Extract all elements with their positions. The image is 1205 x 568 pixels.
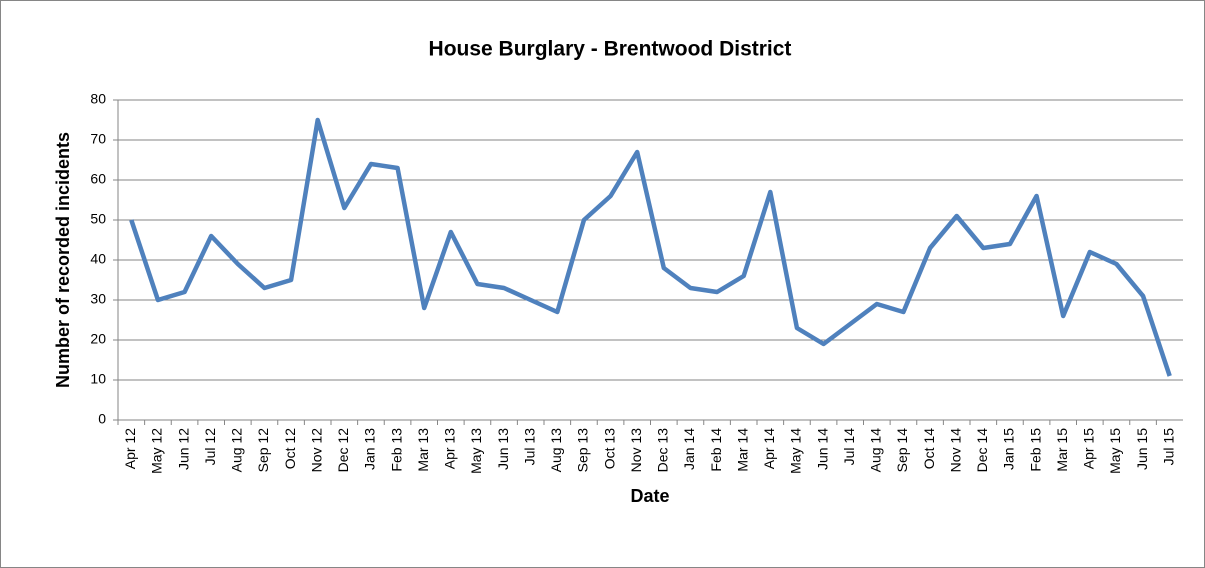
x-tick-label: May 14 bbox=[788, 428, 804, 474]
x-tick-label: May 15 bbox=[1107, 428, 1123, 474]
data-line bbox=[129, 117, 1172, 377]
y-tick-label: 30 bbox=[90, 291, 106, 307]
x-tick-label: Sep 14 bbox=[894, 428, 910, 473]
x-tick-label: Nov 14 bbox=[947, 428, 963, 473]
x-tick-label: Apr 13 bbox=[442, 428, 458, 469]
x-tick-label: Jul 14 bbox=[841, 428, 857, 466]
x-tick-label: Feb 14 bbox=[708, 428, 724, 472]
x-tick-label: Oct 13 bbox=[601, 428, 617, 469]
x-tick-label: Oct 12 bbox=[282, 428, 298, 469]
x-tick-label: Apr 12 bbox=[122, 428, 138, 469]
x-tick-label: Aug 12 bbox=[229, 428, 245, 473]
y-axis-label: Number of recorded incidents bbox=[53, 132, 73, 388]
x-tick-label: Mar 15 bbox=[1054, 428, 1070, 472]
x-tick-label: Apr 15 bbox=[1081, 428, 1097, 469]
x-tick-label: Nov 13 bbox=[628, 428, 644, 473]
x-tick-label: Dec 14 bbox=[974, 428, 990, 473]
x-tick-label: Sep 12 bbox=[255, 428, 271, 473]
y-tick-label: 10 bbox=[90, 371, 106, 387]
x-tick-label: Feb 13 bbox=[388, 428, 404, 472]
x-tick-label: Mar 13 bbox=[415, 428, 431, 472]
x-tick-label: Apr 14 bbox=[761, 428, 777, 469]
y-tick-label: 70 bbox=[90, 131, 106, 147]
x-tick-label: Jan 14 bbox=[681, 428, 697, 470]
x-tick-label: Oct 14 bbox=[921, 428, 937, 469]
x-tick-label: Jul 12 bbox=[202, 428, 218, 466]
x-tick-label: Jul 15 bbox=[1160, 428, 1176, 466]
x-tick-label: May 12 bbox=[149, 428, 165, 474]
chart-title: House Burglary - Brentwood District bbox=[429, 38, 792, 61]
x-tick-label: Jun 14 bbox=[814, 428, 830, 470]
x-tick-label: Aug 13 bbox=[548, 428, 564, 473]
y-tick-label: 20 bbox=[90, 331, 106, 347]
y-tick-label: 80 bbox=[90, 91, 106, 107]
x-tick-label: Jan 15 bbox=[1001, 428, 1017, 470]
x-tick-label: Sep 13 bbox=[575, 428, 591, 473]
x-tick-label: Feb 15 bbox=[1027, 428, 1043, 472]
y-tick-label: 50 bbox=[90, 211, 106, 227]
x-tick-label: Jun 15 bbox=[1134, 428, 1150, 470]
x-tick-label: May 13 bbox=[468, 428, 484, 474]
x-tick-label: Jun 13 bbox=[495, 428, 511, 470]
y-tick-label: 60 bbox=[90, 171, 106, 187]
x-tick-label: Nov 12 bbox=[308, 428, 324, 473]
x-tick-label: Jan 13 bbox=[362, 428, 378, 470]
y-tick-label: 0 bbox=[98, 411, 106, 427]
x-tick-label: Dec 13 bbox=[655, 428, 671, 473]
x-tick-label: Jun 12 bbox=[175, 428, 191, 470]
x-tick-label: Dec 12 bbox=[335, 428, 351, 473]
x-tick-label: Jul 13 bbox=[521, 428, 537, 466]
x-tick-label: Mar 14 bbox=[734, 428, 750, 472]
x-tick-label: Aug 14 bbox=[868, 428, 884, 473]
x-axis-label: Date bbox=[630, 486, 669, 506]
y-tick-label: 40 bbox=[90, 251, 106, 267]
